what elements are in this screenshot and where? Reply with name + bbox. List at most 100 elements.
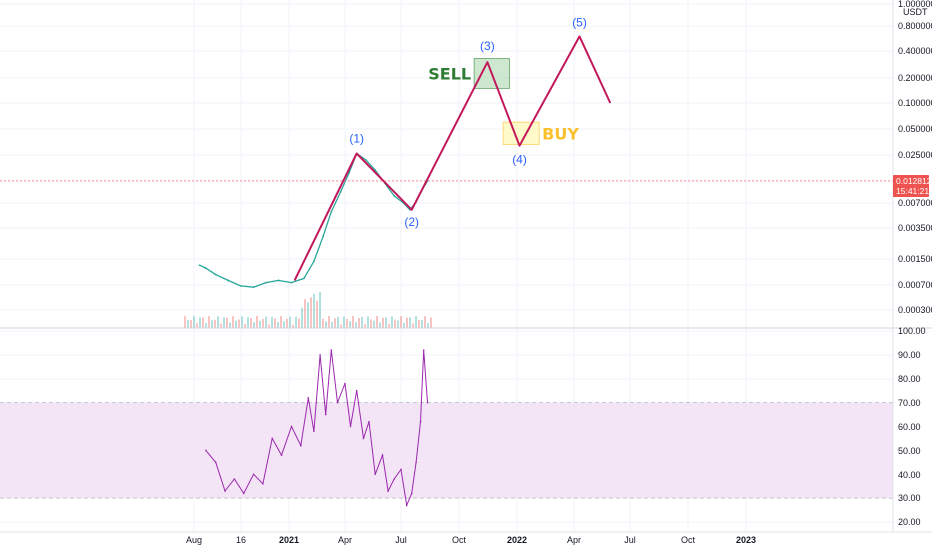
volume-bar (292, 324, 294, 328)
rsi-axis[interactable]: 100.00 90.00 80.00 70.00 60.00 50.00 40.00 30.0… (898, 326, 926, 527)
currency-label: USDT (903, 7, 928, 17)
rsi-point (419, 420, 422, 423)
rsi-point (324, 413, 327, 416)
volume-bar (322, 318, 324, 328)
volume-bar (388, 323, 390, 328)
volume-bar (352, 316, 354, 328)
wave-label-4: (4) (512, 153, 527, 167)
volume-bar (247, 317, 249, 328)
rsi-point (214, 461, 217, 464)
price-tick-label: 0.000300 (898, 305, 932, 315)
price-tick-label: 0.000700 (898, 280, 932, 290)
time-tick-label: Apr (567, 535, 581, 545)
volume-bar (304, 299, 306, 328)
volume-bar (328, 316, 330, 328)
time-tick-label: 2023 (736, 535, 756, 545)
volume-bar (232, 316, 234, 328)
volume-bar (274, 318, 276, 328)
price-point (265, 281, 267, 284)
time-axis[interactable]: Aug 16 2021 Apr Jul Oct 2022 Apr Jul Oct 2023 (186, 535, 756, 545)
volume-bar (193, 316, 195, 328)
rsi-point (330, 349, 333, 351)
price-series (198, 152, 429, 289)
volume-bar (400, 316, 402, 328)
volume-bar (409, 317, 411, 328)
time-tick-label: Aug (186, 535, 202, 545)
bar-countdown: 15:41:21 (896, 186, 929, 196)
rsi-point (405, 504, 408, 507)
rsi-point (262, 483, 264, 485)
volume-bar (283, 321, 285, 328)
rsi-point (362, 437, 365, 440)
volume-bar (244, 324, 246, 328)
volume-bar (208, 316, 210, 328)
volume-bars (184, 291, 432, 328)
rsi-point (271, 437, 274, 440)
buy-label: BUY (542, 124, 579, 143)
rsi-point (415, 461, 417, 464)
wave-label-5: (5) (572, 15, 587, 29)
rsi-series (204, 349, 429, 508)
volume-bar (229, 322, 231, 328)
rsi-point (355, 389, 358, 392)
volume-bar (367, 316, 369, 328)
volume-bar (259, 320, 261, 328)
volume-bar (385, 317, 387, 328)
rsi-point (344, 382, 346, 385)
rsi-tick-label: 100.00 (898, 326, 926, 336)
volume-bar (295, 316, 297, 328)
volume-bar (256, 316, 258, 328)
price-tick-label: 0.003500 (898, 223, 932, 233)
volume-bar (298, 318, 300, 328)
volume-bar (334, 318, 336, 328)
price-point (312, 260, 315, 263)
volume-bar (340, 324, 342, 328)
rsi-point (242, 492, 245, 495)
volume-bar (421, 320, 423, 328)
volume-bar (343, 316, 345, 328)
volume-bar (214, 319, 216, 328)
volume-bar (307, 302, 309, 328)
volume-bar (286, 318, 288, 328)
time-tick-label: 16 (236, 535, 246, 545)
time-tick-label: Oct (452, 535, 467, 545)
rsi-band (0, 402, 893, 499)
volume-bar (310, 297, 312, 328)
price-tick-label: 0.800000 (898, 21, 932, 31)
volume-bar (253, 322, 255, 328)
rsi-tick-label: 70.00 (898, 398, 921, 408)
volume-bar (190, 320, 192, 328)
current-price-value: 0.012812 (896, 176, 932, 186)
volume-bar (289, 316, 291, 328)
rsi-point (381, 454, 384, 456)
volume-bar (205, 323, 207, 328)
volume-bar (250, 318, 252, 328)
rsi-point (387, 490, 389, 492)
wave-label-1: (1) (349, 132, 364, 146)
volume-bar (373, 320, 375, 328)
volume-bar (379, 322, 381, 328)
price-axis[interactable]: 1.000000 0.800000 0.400000 0.200000 0.100000… (898, 0, 932, 315)
volume-bar (211, 320, 213, 328)
volume-bar (187, 319, 189, 328)
volume-bar (220, 323, 222, 328)
price-point (365, 159, 367, 161)
volume-bar (415, 316, 417, 328)
rsi-point (313, 430, 315, 433)
rsi-band-fill (0, 402, 893, 499)
time-tick-label: 2022 (507, 535, 527, 545)
current-price-tag-bg (893, 174, 929, 197)
price-point (239, 284, 242, 287)
rsi-tick-label: 40.00 (898, 470, 921, 480)
rsi-point (290, 425, 293, 428)
chart-labels: (1) (2) (3) (4) (5) SELL BUY (349, 15, 587, 228)
price-point (277, 279, 280, 282)
volume-bar (358, 318, 360, 328)
price-point (252, 286, 255, 289)
rsi-tick-label: 80.00 (898, 374, 921, 384)
price-point (214, 273, 217, 276)
rsi-point (349, 425, 352, 428)
trade-zones (473, 58, 540, 145)
wave-projection (293, 35, 612, 281)
price-point (198, 264, 201, 267)
